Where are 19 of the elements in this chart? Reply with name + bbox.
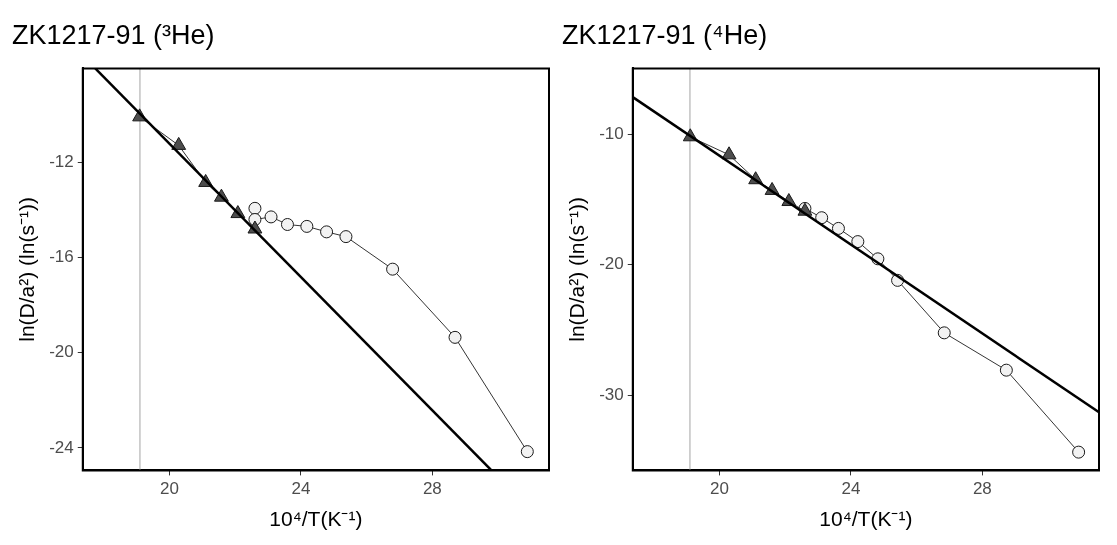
y-axis-title: ln(D/a²) (ln(s⁻¹)) bbox=[565, 197, 589, 342]
x-tick-label: 20 bbox=[160, 479, 179, 499]
x-tick-label: 20 bbox=[710, 479, 729, 499]
x-tick-label: 24 bbox=[841, 479, 861, 499]
y-tick-label: -20 bbox=[599, 254, 624, 274]
y-tick-label: -10 bbox=[599, 123, 624, 143]
y-tick-label: -12 bbox=[49, 152, 74, 172]
x-tick-label: 28 bbox=[422, 479, 442, 499]
x-tick-label: 24 bbox=[291, 479, 311, 499]
chart-title: ZK1217-91 (³He) bbox=[12, 19, 215, 50]
y-tick-label: -20 bbox=[49, 342, 74, 362]
x-tick-label: 28 bbox=[972, 479, 992, 499]
x-axis-title: 10⁴/T(K⁻¹) bbox=[269, 507, 363, 531]
chart-title: ZK1217-91 (⁴He) bbox=[562, 19, 768, 50]
y-tick-label: -16 bbox=[49, 247, 74, 267]
y-tick-label: -30 bbox=[599, 384, 624, 404]
y-axis-title: ln(D/a²) (ln(s⁻¹)) bbox=[15, 197, 39, 342]
x-axis-title: 10⁴/T(K⁻¹) bbox=[819, 507, 913, 531]
y-tick-label: -24 bbox=[49, 437, 74, 457]
